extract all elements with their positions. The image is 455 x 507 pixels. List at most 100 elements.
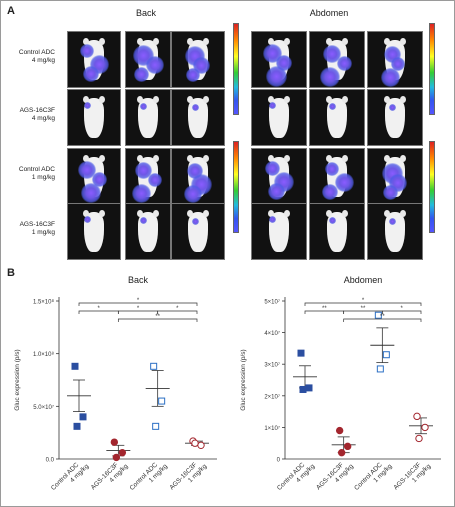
- mouse-image: [309, 148, 365, 205]
- data-point: [158, 397, 166, 405]
- data-point: [299, 385, 307, 393]
- mouse-image: [171, 148, 225, 205]
- row-label-2: AGS-16C3F 4 mg/kg: [19, 107, 55, 122]
- mouse-image: [171, 31, 225, 88]
- significance-bracket: [381, 310, 422, 314]
- panel-b-letter: B: [7, 267, 15, 279]
- row-label-3: Control ADC 1 mg/kg: [18, 166, 55, 181]
- mouse-image: [67, 203, 121, 260]
- data-point: [305, 384, 313, 392]
- significance-label: *: [137, 306, 140, 312]
- category-label: Control ADC4 mg/kg: [276, 457, 317, 498]
- data-point: [376, 365, 384, 373]
- significance-label: *: [362, 298, 365, 304]
- color-scale-bar: [233, 23, 239, 115]
- data-point: [335, 426, 344, 435]
- mouse-image: [251, 203, 307, 260]
- category-label: Control ADC1 mg/kg: [129, 457, 170, 498]
- data-point: [150, 362, 158, 370]
- mouse-image: [125, 203, 171, 260]
- data-point: [79, 413, 87, 421]
- data-point: [112, 453, 121, 462]
- chart-abdomen: Abdomen 0 1×10⁷ 2×10⁷ 3×10⁷ 4×10⁷ 5×10⁷ Gluc ex…: [240, 275, 441, 498]
- y-tick-label: 1.5×10⁸: [33, 299, 55, 306]
- data-point: [421, 423, 429, 432]
- y-axis-label: Gluc expression (p/s): [14, 349, 21, 410]
- significance-label: *: [176, 306, 179, 312]
- row-label-1: Control ADC 4 mg/kg: [18, 49, 55, 64]
- row-label-4: AGS-16C3F 1 mg/kg: [19, 221, 55, 236]
- mouse-image: [367, 148, 423, 205]
- mouse-image: [309, 89, 365, 146]
- mouse-image: [251, 89, 307, 146]
- y-tick-label: 2×10⁷: [264, 393, 280, 400]
- category-label: Control ADC4 mg/kg: [50, 457, 91, 498]
- significance-bracket: [157, 310, 198, 314]
- mouse-image: [171, 203, 225, 260]
- mouse-image: [251, 148, 307, 205]
- mouse-image: [125, 148, 171, 205]
- category-label: AGS-16C3F4 mg/kg: [90, 457, 130, 497]
- y-tick-label: 3×10⁷: [264, 362, 280, 369]
- category-label: Control ADC1 mg/kg: [353, 457, 394, 498]
- data-point: [152, 422, 160, 430]
- color-scale-bar: [429, 23, 435, 115]
- data-point: [415, 434, 423, 443]
- significance-label: **: [322, 306, 327, 312]
- data-point: [374, 311, 382, 319]
- significance-bracket: [78, 302, 198, 306]
- mouse-image: [125, 31, 171, 88]
- panel-a-letter: A: [7, 5, 15, 17]
- data-point: [343, 442, 352, 451]
- y-tick-label: 0: [277, 458, 281, 464]
- category-label: AGS-16C3F1 mg/kg: [392, 457, 432, 497]
- significance-label: *: [97, 306, 100, 312]
- mouse-image: [67, 89, 121, 146]
- y-tick-label: 1.0×10⁸: [33, 351, 55, 358]
- data-point: [118, 448, 127, 457]
- significance-bracket: [304, 302, 422, 306]
- data-point: [197, 441, 205, 450]
- mouse-image: [67, 148, 121, 205]
- y-tick-label: 5×10⁷: [264, 299, 280, 306]
- mouse-image: [367, 203, 423, 260]
- significance-label: **: [361, 306, 366, 312]
- chart-title: Abdomen: [344, 275, 383, 285]
- data-point: [71, 362, 79, 370]
- data-point: [297, 349, 305, 357]
- data-point: [191, 439, 199, 447]
- data-point: [110, 438, 119, 446]
- column-title-back: Back: [135, 8, 156, 18]
- color-scale-bar: [429, 141, 435, 233]
- y-tick-label: 4×10⁷: [264, 330, 280, 337]
- chart-title: Back: [128, 275, 149, 285]
- mouse-image: [171, 89, 225, 146]
- mouse-image: [309, 31, 365, 88]
- data-point: [413, 412, 421, 421]
- significance-bracket: [117, 318, 198, 322]
- mouse-image: [367, 31, 423, 88]
- category-label: AGS-16C3F4 mg/kg: [315, 457, 355, 497]
- y-tick-label: 5.0×10⁷: [33, 404, 54, 411]
- data-point: [73, 422, 81, 430]
- significance-label: **: [380, 314, 385, 320]
- color-scale-bar: [233, 141, 239, 233]
- significance-label: *: [400, 306, 403, 312]
- y-axis-label: Gluc expression (p/s): [240, 349, 247, 410]
- mouse-image: [251, 31, 307, 88]
- column-title-abdomen: Abdomen: [309, 8, 349, 18]
- mouse-image: [67, 31, 121, 88]
- mouse-image: [309, 203, 365, 260]
- chart-back: Back 0.0 5.0×10⁷ 1.0×10⁸ 1.5×10⁸ Gluc express…: [14, 275, 217, 498]
- y-tick-label: 1×10⁷: [264, 425, 280, 432]
- data-point: [337, 448, 346, 457]
- data-point: [382, 351, 390, 359]
- mouse-image: [367, 89, 423, 146]
- category-label: AGS-16C3F1 mg/kg: [168, 457, 208, 497]
- mouse-image: [125, 89, 171, 146]
- significance-bracket: [343, 318, 422, 322]
- significance-label: **: [155, 314, 160, 320]
- y-tick-label: 0.0: [46, 458, 55, 464]
- significance-label: *: [137, 298, 140, 304]
